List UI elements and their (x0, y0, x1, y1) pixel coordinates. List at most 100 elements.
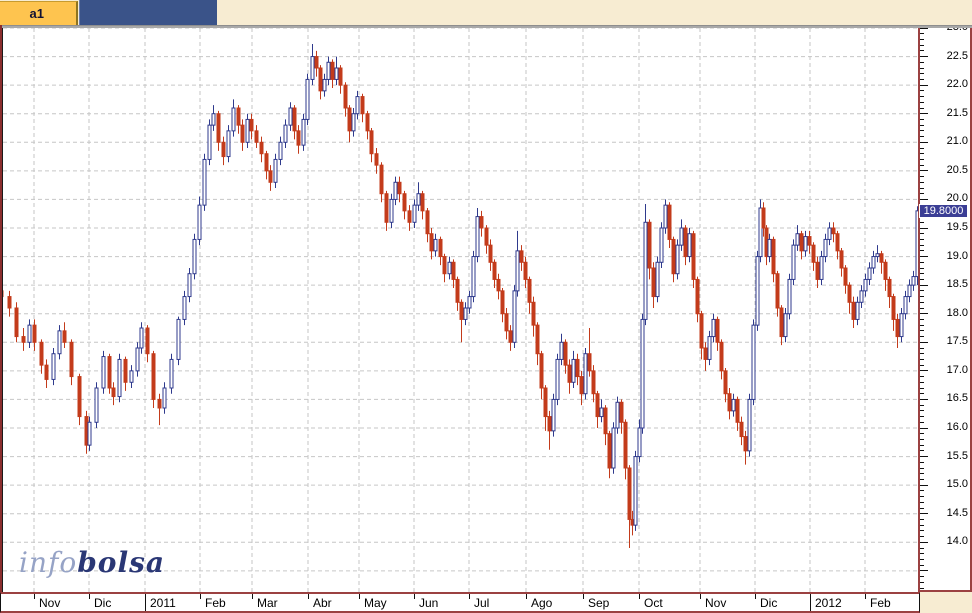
tab-chart-label: a1 (29, 6, 44, 21)
month-tick (755, 594, 756, 599)
price-major-tick (920, 56, 928, 58)
price-minor-tick (920, 393, 924, 395)
candle-body (915, 210, 919, 278)
price-minor-tick (920, 61, 924, 63)
candle-body (245, 118, 250, 143)
candle-body (555, 358, 560, 400)
candle-body (318, 67, 323, 92)
candle-body (531, 301, 536, 326)
candle-body (351, 113, 356, 132)
candle-body (488, 244, 493, 263)
price-minor-tick (920, 530, 924, 532)
candle-body (360, 96, 365, 115)
month-tick (34, 594, 35, 599)
price-minor-tick (920, 50, 924, 52)
price-minor-tick (920, 181, 924, 183)
candle-body (355, 96, 360, 115)
month-tick (865, 594, 866, 599)
candle-body (751, 324, 756, 400)
price-minor-tick (920, 336, 924, 338)
candle-body (467, 296, 472, 309)
price-minor-tick (920, 478, 924, 480)
price-minor-tick (920, 124, 924, 126)
month-label: Mar (257, 596, 278, 610)
candle-body (211, 113, 216, 126)
tab-chart[interactable]: a1 (0, 1, 78, 25)
candle-body (273, 158, 278, 183)
price-tick-label: 20.0 (946, 192, 968, 205)
candle-body (823, 238, 828, 258)
candle-body (663, 204, 668, 229)
month-tick (639, 594, 640, 599)
candle-body (278, 141, 283, 160)
candle-body (21, 336, 26, 343)
price-tick-label: 21.0 (946, 135, 968, 148)
candle-body (883, 261, 888, 280)
candle-body (169, 358, 174, 389)
candle-body (268, 170, 273, 183)
price-minor-tick (920, 301, 924, 303)
price-minor-tick (920, 176, 924, 178)
price-minor-tick (920, 324, 924, 326)
chart-plot-area[interactable]: infobolsa (2, 28, 919, 592)
price-minor-tick (920, 524, 924, 526)
price-minor-tick (920, 78, 924, 80)
candle-body (623, 421, 628, 469)
candle-body (707, 336, 712, 360)
candle-body (633, 456, 638, 526)
candle-body (859, 290, 864, 303)
candle-body (695, 278, 700, 315)
month-label: Feb (870, 596, 891, 610)
tab-active[interactable] (79, 0, 217, 25)
candle-body (895, 318, 900, 338)
year-separator (145, 594, 146, 611)
price-minor-tick (920, 187, 924, 189)
price-minor-tick (920, 501, 924, 503)
price-major-tick (920, 170, 928, 172)
price-minor-tick (920, 278, 924, 280)
price-tick-label: 14.5 (946, 506, 968, 519)
price-minor-tick (920, 267, 924, 269)
price-minor-tick (920, 193, 924, 195)
candle-body (87, 421, 92, 446)
candle-body (192, 238, 197, 275)
price-minor-tick (920, 587, 924, 589)
price-minor-tick (920, 576, 924, 578)
candle-body (907, 284, 912, 298)
candle-body (508, 330, 513, 343)
candle-body (783, 313, 788, 338)
candle-body (504, 313, 509, 332)
month-tick (89, 594, 90, 599)
year-label: 2012 (815, 596, 842, 610)
candle-body (615, 401, 620, 429)
candle-body (254, 130, 259, 143)
price-major-tick (920, 370, 928, 372)
price-major-tick (920, 456, 928, 458)
candle-body (640, 318, 645, 429)
candle-body (535, 324, 540, 355)
price-major-tick (920, 570, 928, 572)
candle-body (523, 261, 528, 280)
candle-body (226, 130, 231, 158)
candle-body (515, 250, 520, 292)
price-minor-tick (920, 261, 924, 263)
candle-body (393, 181, 398, 200)
candle-body (667, 204, 672, 240)
candle-body (347, 107, 352, 132)
candle-body (129, 370, 134, 383)
candle-body (683, 227, 688, 258)
year-separator (810, 594, 811, 611)
price-minor-tick (920, 353, 924, 355)
candle-body (647, 221, 652, 269)
price-minor-tick (920, 244, 924, 246)
candle-body (374, 153, 379, 166)
price-minor-tick (920, 90, 924, 92)
price-tick-label: 19.5 (946, 221, 968, 233)
candle-body (62, 330, 67, 343)
candlestick-chart (3, 28, 919, 592)
month-label: Oct (644, 596, 663, 610)
price-minor-tick (920, 96, 924, 98)
candle-body (416, 193, 421, 206)
price-minor-tick (920, 158, 924, 160)
month-label: Nov (39, 596, 61, 610)
